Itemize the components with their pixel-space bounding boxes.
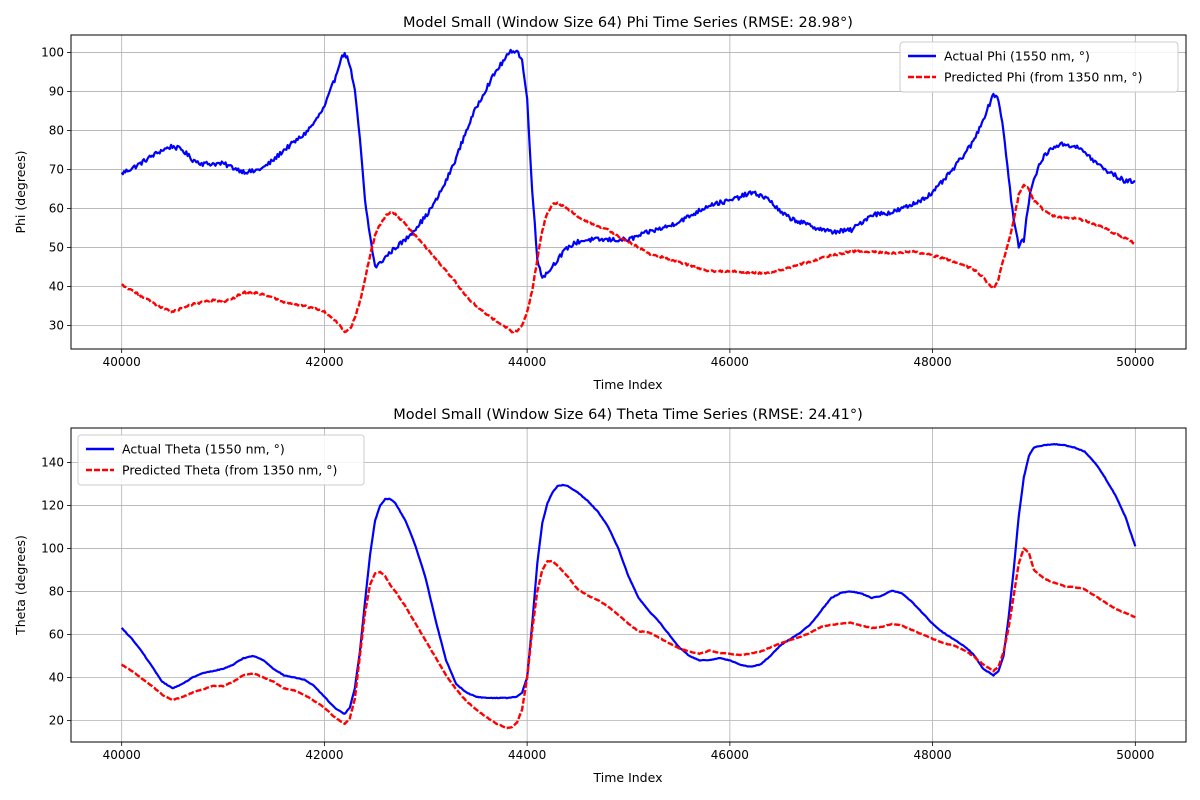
theta-chart: Model Small (Window Size 64) Theta Time … [13, 407, 1187, 785]
theta-legend-box [77, 434, 365, 486]
theta-y-tick-label: 140 [41, 455, 64, 469]
theta-x-tick-label: 46000 [711, 748, 749, 762]
theta-legend-label: Actual Theta (1550 nm, °) [122, 442, 285, 457]
phi-x-tick-label: 40000 [103, 355, 141, 369]
theta-y-tick-label: 20 [49, 713, 64, 727]
phi-y-tick-label: 30 [49, 319, 64, 333]
phi-x-axis-label: Time Index [593, 377, 663, 392]
theta-x-tick-label: 44000 [508, 748, 546, 762]
theta-legend-label: Predicted Theta (from 1350 nm, °) [122, 463, 337, 478]
phi-legend-box [899, 41, 1179, 93]
theta-y-tick-label: 120 [41, 498, 64, 512]
theta-x-tick-label: 42000 [305, 748, 343, 762]
phi-x-tick-label: 46000 [711, 355, 749, 369]
phi-y-tick-label: 40 [49, 280, 64, 294]
phi-y-tick-label: 60 [49, 202, 64, 216]
phi-chart: Model Small (Window Size 64) Phi Time Se… [13, 15, 1187, 392]
theta-chart-title: Model Small (Window Size 64) Theta Time … [393, 407, 863, 423]
phi-x-tick-label: 50000 [1116, 355, 1154, 369]
phi-y-tick-label: 70 [49, 163, 64, 177]
theta-y-tick-label: 80 [49, 584, 64, 598]
theta-y-tick-label: 40 [49, 670, 64, 684]
phi-x-tick-label: 44000 [508, 355, 546, 369]
theta-y-axis-label: Theta (degrees) [13, 535, 28, 636]
phi-series-predicted-line [121, 183, 1136, 334]
theta-series-actual-line [120, 442, 1137, 715]
phi-y-tick-label: 50 [49, 241, 64, 255]
theta-series-predicted-line [120, 547, 1136, 730]
phi-x-tick-label: 48000 [913, 355, 951, 369]
phi-y-axis-label: Phi (degrees) [13, 151, 28, 234]
phi-chart-title: Model Small (Window Size 64) Phi Time Se… [403, 15, 853, 31]
theta-y-tick-label: 100 [41, 541, 64, 555]
phi-legend: Actual Phi (1550 nm, °) Predicted Phi (fr… [899, 41, 1179, 93]
phi-series-actual-line [120, 48, 1136, 279]
theta-x-axis-label: Time Index [593, 770, 663, 785]
phi-y-tick-label: 90 [49, 85, 64, 99]
phi-y-tick-label: 100 [41, 46, 64, 60]
phi-plot-frame [70, 34, 1187, 350]
theta-x-tick-label: 40000 [103, 748, 141, 762]
phi-legend-label: Predicted Phi (from 1350 nm, °) [944, 70, 1142, 85]
phi-y-tick-label: 80 [49, 124, 64, 138]
theta-plot-frame [70, 427, 1187, 743]
theta-x-tick-label: 48000 [913, 748, 951, 762]
theta-legend: Actual Theta (1550 nm, °) Predicted Theta… [77, 434, 365, 486]
phi-legend-label: Actual Phi (1550 nm, °) [944, 49, 1090, 64]
theta-x-tick-label: 50000 [1116, 748, 1154, 762]
phi-x-tick-label: 42000 [305, 355, 343, 369]
theta-y-tick-label: 60 [49, 627, 64, 641]
